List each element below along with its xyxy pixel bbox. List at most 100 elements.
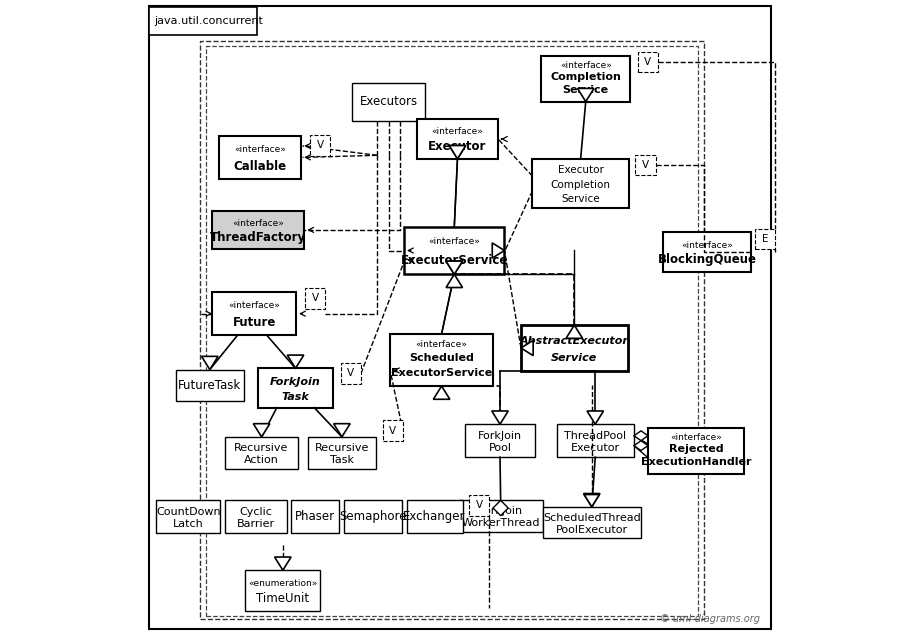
Text: V: V — [312, 293, 319, 304]
Text: CountDown: CountDown — [155, 507, 221, 517]
Polygon shape — [493, 500, 507, 516]
Polygon shape — [520, 340, 533, 356]
Text: ForkJoin: ForkJoin — [478, 507, 522, 516]
Text: Pool: Pool — [488, 443, 511, 453]
Polygon shape — [565, 325, 582, 338]
Polygon shape — [274, 557, 290, 570]
Text: Scheduled: Scheduled — [409, 354, 473, 363]
Text: Rejected: Rejected — [668, 444, 722, 455]
Text: PoolExecutor: PoolExecutor — [555, 525, 627, 535]
FancyBboxPatch shape — [556, 424, 633, 457]
Text: V: V — [641, 160, 648, 170]
FancyBboxPatch shape — [290, 500, 339, 533]
Text: Semaphore: Semaphore — [339, 511, 406, 523]
FancyBboxPatch shape — [149, 7, 256, 35]
Text: E: E — [761, 234, 767, 244]
Polygon shape — [334, 424, 350, 437]
Text: ThreadFactory: ThreadFactory — [210, 231, 306, 244]
FancyBboxPatch shape — [307, 437, 376, 469]
Polygon shape — [446, 261, 462, 274]
Text: ThreadPool: ThreadPool — [563, 431, 626, 441]
Polygon shape — [433, 386, 449, 399]
Polygon shape — [584, 495, 599, 507]
Text: V: V — [389, 425, 396, 436]
Text: WorkerThread: WorkerThread — [461, 518, 539, 528]
Text: TimeUnit: TimeUnit — [256, 592, 309, 605]
FancyBboxPatch shape — [352, 83, 425, 121]
Text: V: V — [475, 500, 482, 511]
Text: «interface»: «interface» — [415, 340, 467, 349]
Text: «interface»: «interface» — [431, 128, 482, 137]
FancyBboxPatch shape — [469, 495, 489, 516]
FancyBboxPatch shape — [465, 424, 534, 457]
Text: Executor: Executor — [557, 164, 603, 175]
Polygon shape — [586, 411, 603, 424]
Text: «interface»: «interface» — [233, 218, 284, 227]
Text: Recursive: Recursive — [234, 443, 289, 453]
Text: Executor: Executor — [570, 443, 619, 453]
Text: Recursive: Recursive — [314, 443, 369, 453]
Text: «interface»: «interface» — [670, 432, 721, 441]
Text: java.util.concurrent: java.util.concurrent — [153, 16, 263, 26]
Text: Service: Service — [550, 353, 596, 363]
Polygon shape — [583, 493, 599, 507]
Text: Executors: Executors — [359, 95, 417, 108]
Text: «interface»: «interface» — [680, 241, 732, 250]
FancyBboxPatch shape — [635, 155, 655, 175]
Text: © uml-diagrams.org: © uml-diagrams.org — [659, 613, 759, 624]
FancyBboxPatch shape — [212, 292, 296, 335]
Text: Phaser: Phaser — [295, 511, 335, 523]
Text: Future: Future — [233, 316, 276, 329]
Text: ForkJoin: ForkJoin — [270, 377, 321, 387]
FancyBboxPatch shape — [310, 135, 330, 156]
FancyBboxPatch shape — [520, 325, 627, 371]
Text: Completion: Completion — [550, 72, 620, 83]
FancyBboxPatch shape — [382, 420, 403, 441]
Text: Action: Action — [244, 455, 278, 465]
Polygon shape — [633, 431, 647, 441]
FancyBboxPatch shape — [403, 227, 504, 274]
FancyBboxPatch shape — [225, 437, 298, 469]
Polygon shape — [577, 88, 594, 102]
Polygon shape — [492, 243, 504, 258]
FancyBboxPatch shape — [532, 159, 629, 208]
Text: ExecutorService: ExecutorService — [400, 253, 507, 267]
Text: Service: Service — [562, 85, 608, 95]
Text: AbstractExecutor: AbstractExecutor — [519, 336, 628, 346]
Text: BlockingQueue: BlockingQueue — [657, 253, 755, 267]
Text: Exchanger: Exchanger — [403, 511, 465, 523]
FancyBboxPatch shape — [459, 500, 542, 532]
FancyBboxPatch shape — [305, 288, 325, 309]
FancyBboxPatch shape — [156, 500, 220, 533]
Text: Task: Task — [330, 455, 354, 465]
FancyBboxPatch shape — [340, 363, 360, 384]
FancyBboxPatch shape — [647, 428, 743, 474]
FancyBboxPatch shape — [542, 507, 641, 538]
Text: Completion: Completion — [550, 180, 610, 189]
FancyBboxPatch shape — [637, 52, 657, 72]
FancyBboxPatch shape — [416, 119, 497, 159]
Text: Cyclic: Cyclic — [240, 507, 272, 517]
Text: ScheduledThread: ScheduledThread — [542, 513, 640, 523]
Polygon shape — [446, 274, 462, 288]
Text: ExecutionHandler: ExecutionHandler — [641, 457, 751, 467]
FancyBboxPatch shape — [176, 370, 244, 401]
Text: V: V — [643, 57, 651, 67]
Polygon shape — [253, 424, 269, 437]
FancyBboxPatch shape — [258, 368, 333, 408]
FancyBboxPatch shape — [406, 500, 462, 533]
FancyBboxPatch shape — [663, 232, 750, 272]
Text: Latch: Latch — [173, 519, 203, 529]
FancyBboxPatch shape — [225, 500, 287, 533]
Polygon shape — [201, 356, 218, 370]
Text: «interface»: «interface» — [228, 302, 280, 311]
FancyBboxPatch shape — [344, 500, 402, 533]
Polygon shape — [448, 145, 465, 159]
FancyBboxPatch shape — [540, 56, 630, 102]
Text: Service: Service — [561, 194, 599, 204]
FancyBboxPatch shape — [219, 136, 301, 179]
Text: «interface»: «interface» — [233, 145, 286, 154]
FancyBboxPatch shape — [390, 334, 493, 386]
FancyBboxPatch shape — [245, 570, 320, 611]
Text: «interface»: «interface» — [559, 60, 611, 69]
